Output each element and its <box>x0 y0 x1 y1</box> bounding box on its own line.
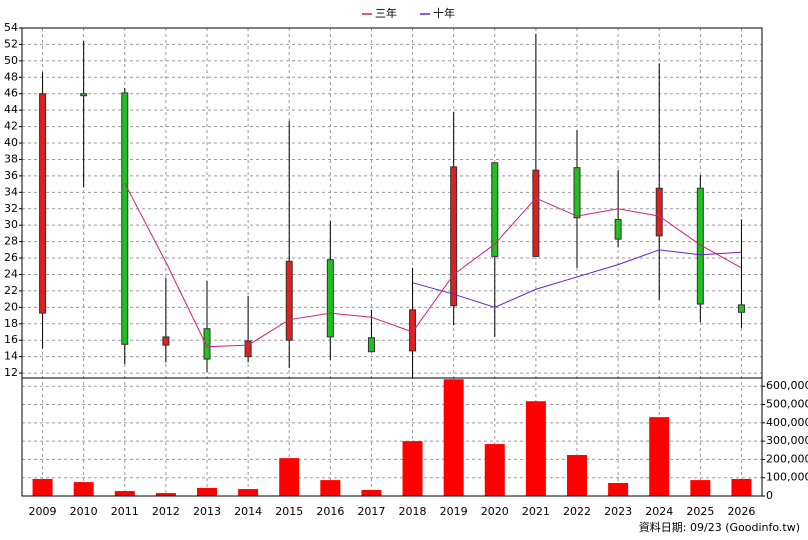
x-tick-label: 2024 <box>645 505 673 518</box>
volume-bar <box>731 478 752 496</box>
y-tick-label: 32 <box>4 202 18 215</box>
volume-bar <box>238 489 259 496</box>
volume-bar <box>525 401 546 496</box>
candle-body <box>39 93 47 314</box>
y-tick-label: 28 <box>4 235 18 248</box>
x-tick-label: 2020 <box>481 505 509 518</box>
volume-bar <box>608 483 629 496</box>
y-tick-label: 12 <box>4 366 18 379</box>
x-tick-label: 2014 <box>234 505 262 518</box>
y-tick-label: 34 <box>4 185 18 198</box>
x-tick-label: 2017 <box>357 505 385 518</box>
y-tick-label: 42 <box>4 120 18 133</box>
y-tick-label: 52 <box>4 37 18 50</box>
x-tick-label: 2018 <box>399 505 427 518</box>
candle-body <box>367 337 375 353</box>
candle-body <box>80 93 88 97</box>
x-tick-label: 2013 <box>193 505 221 518</box>
x-tick-label: 2021 <box>522 505 550 518</box>
x-tick-label: 2023 <box>604 505 632 518</box>
volume-bar <box>484 444 505 496</box>
legend-label: 十年 <box>433 6 455 20</box>
volume-bar <box>402 441 423 496</box>
candle-body <box>532 169 540 257</box>
y-tick-label: 44 <box>4 103 18 116</box>
y2-tick-label: 100,000 <box>766 471 808 484</box>
candle-body <box>737 304 745 313</box>
volume-bar <box>567 455 587 496</box>
y-tick-label: 40 <box>4 136 18 149</box>
legend-label: 三年 <box>375 6 397 20</box>
y2-tick-label: 600,000 <box>766 379 808 392</box>
volume-bar <box>690 480 711 496</box>
y-tick-label: 50 <box>4 54 18 67</box>
volume-bar <box>73 482 94 496</box>
y-tick-label: 18 <box>4 317 18 330</box>
y-tick-label: 30 <box>4 218 18 231</box>
candle-body <box>614 218 622 240</box>
candle-body <box>285 260 293 341</box>
y-tick-label: 54 <box>4 21 18 34</box>
candle-body <box>162 336 170 346</box>
y2-tick-label: 0 <box>766 489 773 502</box>
y-tick-label: 20 <box>4 300 18 313</box>
volume-bar <box>443 379 464 496</box>
x-tick-label: 2012 <box>152 505 180 518</box>
candle-body <box>450 166 458 307</box>
y-tick-label: 16 <box>4 333 18 346</box>
candle-body <box>573 167 581 219</box>
volume-bar <box>114 491 135 496</box>
x-tick-label: 2009 <box>29 505 57 518</box>
y-tick-label: 22 <box>4 284 18 297</box>
candle-body <box>655 187 663 237</box>
volume-bar <box>320 480 341 496</box>
y2-tick-label: 400,000 <box>766 416 808 429</box>
candle-body <box>326 259 334 338</box>
x-tick-label: 2011 <box>111 505 139 518</box>
x-tick-label: 2015 <box>275 505 303 518</box>
candle-body <box>491 162 499 257</box>
volume-bar <box>197 487 217 496</box>
y2-tick-label: 200,000 <box>766 452 808 465</box>
y2-tick-label: 300,000 <box>766 434 808 447</box>
volume-bar <box>32 478 53 496</box>
volume-bar <box>649 417 670 496</box>
y-tick-label: 48 <box>4 70 18 83</box>
y-tick-label: 36 <box>4 169 18 182</box>
y-tick-label: 14 <box>4 350 18 363</box>
x-tick-label: 2010 <box>70 505 98 518</box>
ma-line <box>412 249 742 308</box>
ma-line <box>124 183 742 348</box>
x-tick-label: 2016 <box>316 505 344 518</box>
x-tick-label: 2022 <box>563 505 591 518</box>
x-tick-label: 2026 <box>727 505 755 518</box>
x-tick-label: 2025 <box>686 505 714 518</box>
candle-body <box>244 340 252 358</box>
y-tick-label: 46 <box>4 87 18 100</box>
plot-frame <box>21 27 763 497</box>
volume-bar <box>279 458 300 496</box>
x-tick-label: 2019 <box>440 505 468 518</box>
volume-bar <box>361 489 382 496</box>
y2-tick-label: 500,000 <box>766 398 808 411</box>
y-tick-label: 26 <box>4 251 18 264</box>
candle-body <box>409 309 417 352</box>
candle-body <box>203 328 211 360</box>
candle-body <box>121 92 129 345</box>
annotation: 資料日期: 09/23 (Goodinfo.tw) <box>639 520 800 534</box>
y-tick-label: 24 <box>4 267 18 280</box>
y-tick-label: 38 <box>4 152 18 165</box>
volume-bar <box>155 493 176 496</box>
